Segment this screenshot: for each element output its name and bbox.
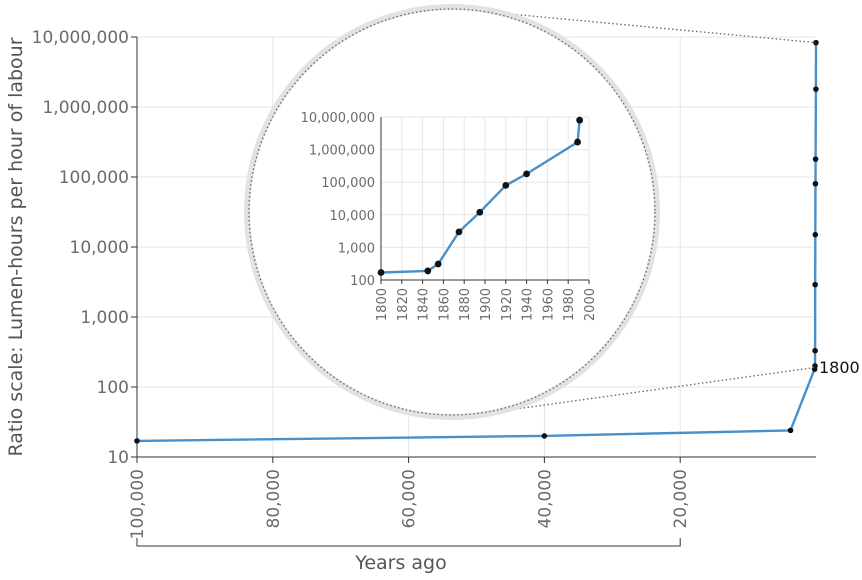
main-y-tick-label: 1,000	[80, 308, 129, 328]
inset-x-tick-label: 1820	[396, 288, 411, 321]
main-series-line	[136, 42, 818, 443]
inset-x-tick-label: 1900	[479, 288, 494, 321]
main-series	[136, 42, 818, 443]
inset-data-point	[502, 181, 510, 189]
main-y-tick-label: 10,000	[70, 238, 129, 258]
inset-data-point	[523, 170, 530, 178]
inset-y-tick-label: 1,000,000	[309, 144, 375, 159]
inset-y-tick-label: 10,000	[330, 209, 376, 224]
inset-data-point	[576, 116, 584, 124]
main-data-point	[812, 281, 818, 288]
main-y-tick-label: 10	[107, 448, 129, 468]
main-y-tick-label: 100	[97, 378, 129, 398]
main-axes	[131, 36, 816, 547]
main-data-point	[787, 427, 794, 434]
zoom-circle	[248, 8, 656, 416]
inset-x-tick-label: 1980	[562, 288, 577, 321]
inset-x-tick-label: 2000	[583, 288, 598, 321]
main-data-point	[541, 433, 548, 439]
zoom-circle-halo	[244, 4, 660, 420]
main-y-tick-labels: 10,000,000 1,000,000 100,000 10,000 1,000 100…	[32, 28, 129, 468]
annotation-label: 1800	[819, 358, 860, 377]
main-x-tick-label: 60,000	[400, 469, 420, 528]
inset-data-point	[424, 267, 432, 275]
zoom-lens	[244, 4, 817, 420]
inset-x-tick-label: 1800	[375, 288, 390, 321]
zoom-connector-bottom	[479, 366, 815, 415]
main-data-point	[812, 231, 819, 238]
inset-y-tick-label: 100	[350, 274, 375, 289]
inset-y-tick-label: 1,000	[338, 241, 375, 256]
inset-y-tick-label: 100,000	[321, 176, 375, 191]
main-data-point	[812, 347, 818, 354]
inset-x-tick-label: 1920	[500, 288, 515, 321]
inset-x-tick-label: 1840	[417, 288, 432, 321]
main-x-tick-label: 100,000	[128, 469, 148, 539]
main-y-tick-label: 1,000,000	[42, 98, 129, 118]
inset-x-tick-label: 1960	[541, 288, 556, 321]
inset-x-tick-label: 1860	[437, 288, 452, 321]
inset-data-point	[377, 269, 385, 276]
inset-data-point	[574, 138, 581, 146]
main-data-point	[813, 86, 819, 92]
inset-data-point	[455, 228, 463, 236]
main-data-point	[134, 438, 140, 444]
inset-x-tick-label: 1940	[521, 288, 536, 321]
main-data-point	[812, 156, 819, 162]
inset-data-point	[476, 208, 484, 216]
main-y-tick-label: 10,000,000	[32, 28, 129, 48]
x-axis-title: Years ago	[354, 552, 447, 574]
main-x-tick-label: 40,000	[535, 469, 555, 528]
main-x-tick-label: 80,000	[264, 469, 284, 528]
inset-x-tick-label: 1880	[458, 288, 473, 321]
x-axis-bracket	[136, 538, 681, 547]
y-axis-title: Ratio scale: Lumen-hours per hour of lab…	[5, 37, 27, 456]
inset-chart: 10,000,000 1,000,000 100,000 10,000 1,000 100…	[301, 111, 598, 321]
inset-data-point	[434, 260, 442, 268]
inset-y-tick-label: 10,000,000	[301, 111, 375, 126]
main-x-tick-label: 20,000	[671, 469, 691, 528]
main-x-tick-labels: 100,000 80,000 60,000 40,000 20,000	[128, 469, 691, 539]
main-data-point	[812, 180, 819, 187]
main-y-tick-label: 100,000	[59, 168, 129, 188]
